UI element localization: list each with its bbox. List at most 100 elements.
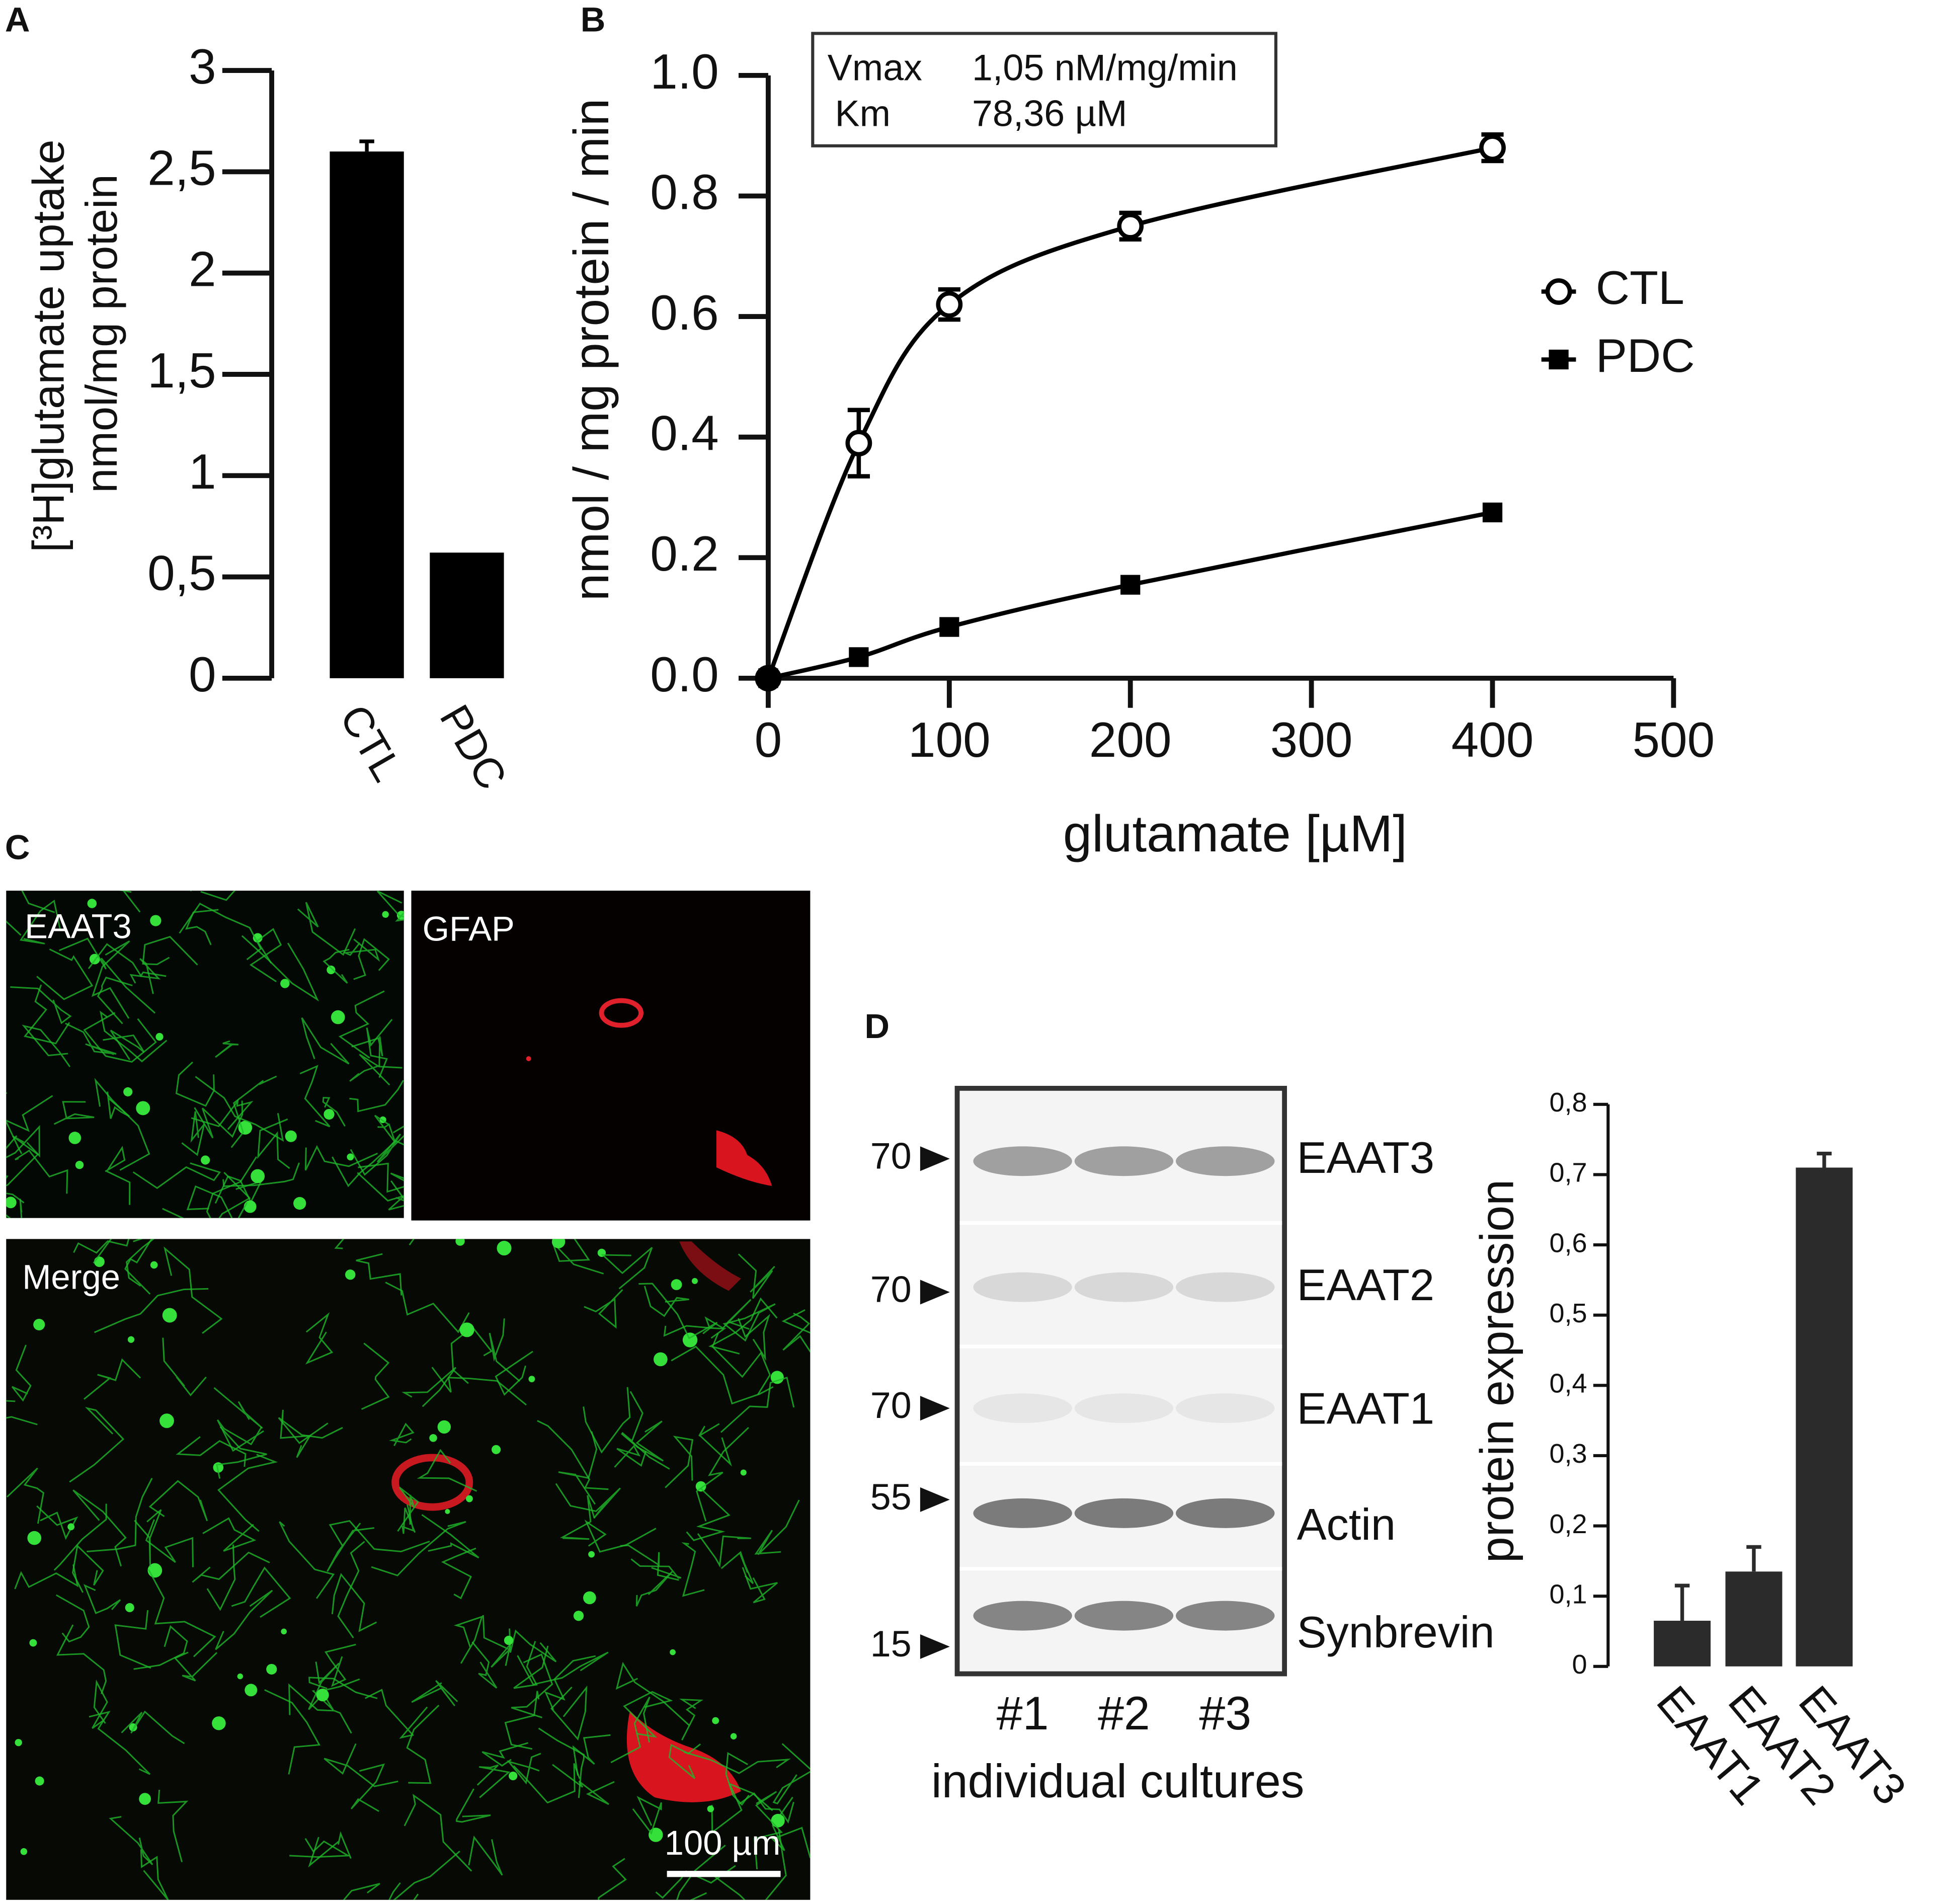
neurite [105,1146,131,1205]
neurite [83,1012,157,1063]
size-arrow [920,1487,950,1512]
y-tick-label: 0,5 [147,545,216,601]
gfap-signal [716,1130,772,1186]
neurite [65,1022,117,1055]
x-tick-label: 100 [908,712,991,767]
error-bar [1746,1545,1761,1572]
blot-band [1176,1272,1275,1302]
neurite [406,1705,440,1784]
y-tick-label: 0 [1572,1649,1587,1680]
y-tick-label: 0,2 [1549,1509,1587,1539]
annotation-box [811,32,1277,147]
cell-body [327,965,336,975]
neurite [121,1710,185,1744]
neurite [671,1345,774,1405]
neurite [621,1391,670,1470]
blot-band [973,1498,1072,1528]
cell-body [20,1848,28,1855]
band-label: Actin [1297,1499,1396,1549]
neurite [55,1594,90,1643]
neurite [324,1743,398,1787]
blot-band [1074,1498,1174,1528]
neurite [308,1661,340,1710]
neurite [280,1409,311,1458]
x-tick-label: 400 [1451,712,1534,767]
neurite [114,1610,151,1669]
neurite [94,1288,209,1333]
blot-band [1176,1601,1275,1631]
image-label: GFAP [423,909,515,948]
neurite [216,1426,267,1479]
neurite [157,1789,189,1863]
neurite [389,1422,415,1447]
band-label: Synbrevin [1297,1607,1495,1657]
cell-body [127,1336,135,1343]
cell-body [6,1197,17,1209]
neurite [742,1567,778,1604]
neurite [334,1239,345,1249]
neurite [231,1566,291,1618]
neurite [513,1763,581,1804]
neurite [681,1542,705,1597]
cell-body [583,1591,596,1605]
neurite [511,1653,553,1718]
cell-body [740,1469,747,1476]
neurite [308,1831,352,1868]
neurite [584,1519,657,1553]
cell-body [212,1716,226,1730]
neurite [195,1076,284,1142]
y-tick-label: 0.4 [650,406,719,461]
neurite [558,1431,598,1505]
neurite [697,1533,751,1568]
neurite [22,1024,71,1068]
neurite [109,1816,153,1865]
neurite [132,1162,221,1189]
cell-body [293,1197,306,1210]
cell-body [492,1445,501,1454]
neurite [279,1521,335,1599]
neurite [288,1683,352,1734]
micrograph-signal [6,891,404,1218]
neurite [738,1253,775,1299]
neurite [230,1075,277,1148]
error-bar [359,139,374,152]
neurite [327,1523,375,1572]
y-tick-label: 0,6 [1549,1228,1587,1258]
neurite [632,1796,662,1835]
neurite [15,1149,68,1194]
legend-marker [1545,278,1572,305]
neurite [772,1743,811,1805]
lane-label: #1 [997,1687,1049,1739]
blot-band [1074,1393,1174,1423]
neurite [739,1792,794,1824]
blot-band [1176,1393,1275,1423]
cell-body [324,1108,335,1120]
panel-label: A [5,0,30,39]
gfap-signal [391,1454,473,1511]
neurite [36,948,94,1000]
cell-body [670,1649,676,1655]
neurite [21,891,55,913]
error-bar [1674,1583,1690,1621]
x-tick-label: PDC [431,697,516,798]
neurite [614,1445,647,1468]
cell-body [504,1635,514,1645]
y-axis-label: nmol / mg protein / min [563,99,619,601]
cell-body [455,1239,465,1246]
neurite [635,1571,673,1607]
neurite [364,1689,428,1739]
neurite [754,1791,783,1869]
data-point [1479,134,1506,162]
neurite [620,1544,679,1581]
neurite [148,1480,208,1522]
neurite [257,1118,290,1169]
blot-band [973,1272,1072,1302]
size-arrow [920,1396,950,1421]
neurite [206,1544,236,1611]
neurite [342,938,380,962]
neurite [97,976,133,1024]
neurite [264,1689,320,1775]
cell-body [27,1531,42,1545]
cell-body [445,1509,450,1514]
